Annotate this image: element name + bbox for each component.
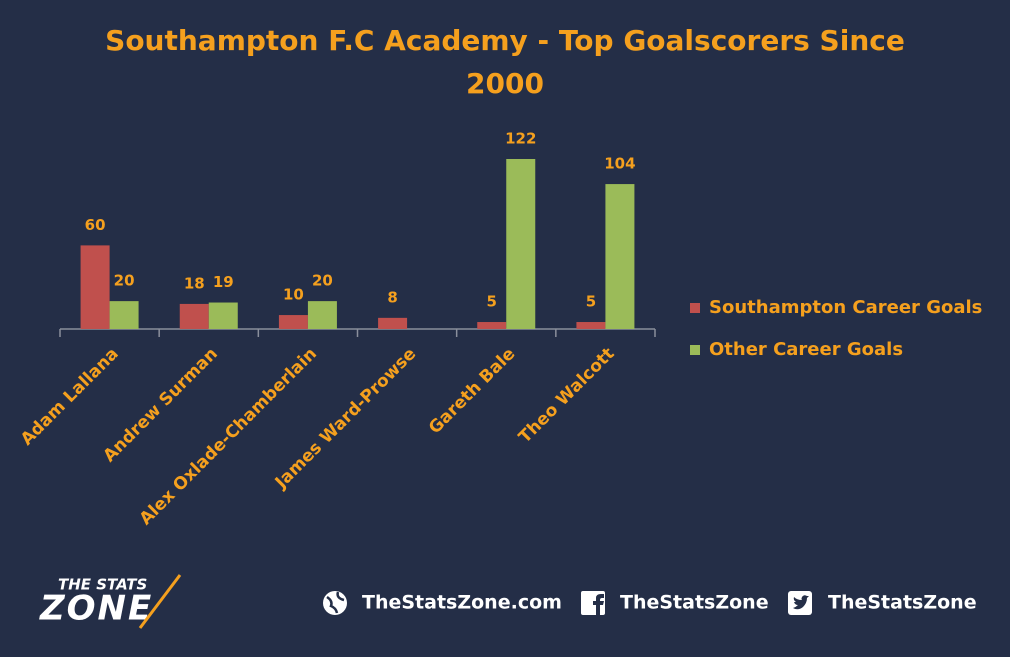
legend-swatch (690, 345, 700, 355)
data-label: 104 (604, 155, 635, 173)
website: TheStatsZone.com (362, 592, 562, 614)
data-label: 122 (505, 130, 536, 148)
facebook-handle: TheStatsZone (620, 592, 769, 614)
legend-label: Other Career Goals (709, 339, 903, 360)
bar (278, 315, 308, 329)
data-label: 10 (283, 286, 304, 304)
bar (477, 322, 507, 329)
chart-title: Southampton F.C Academy - Top Goalscorer… (105, 24, 905, 100)
twitter-handle: TheStatsZone (828, 592, 977, 614)
data-label: 5 (487, 293, 497, 311)
bar (179, 303, 209, 329)
logo-bottom: ZONE (39, 589, 153, 629)
legend-label: Southampton Career Goals (709, 297, 982, 318)
globe-detail (326, 591, 345, 614)
bar (109, 301, 139, 329)
bar (576, 322, 606, 329)
twitter-bird (793, 595, 809, 610)
facebook-f (593, 594, 604, 615)
data-label: 18 (184, 274, 205, 292)
data-label: 19 (213, 273, 234, 291)
data-label: 60 (85, 216, 106, 234)
logo-top: THE STATS (58, 576, 147, 594)
logo-swoosh (138, 574, 182, 629)
bar (378, 317, 408, 329)
legend-swatch (690, 303, 700, 313)
bar (506, 159, 536, 329)
data-label: 20 (312, 272, 333, 290)
data-label: 20 (114, 272, 135, 290)
data-label: 8 (387, 288, 397, 306)
bar (80, 245, 110, 329)
bar (605, 184, 635, 329)
globe-icon (323, 591, 347, 615)
data-label: 5 (586, 293, 596, 311)
bar (307, 301, 337, 329)
footer: THE STATS ZONE TheStatsZone.com TheStats… (39, 574, 977, 629)
bar (208, 302, 238, 329)
